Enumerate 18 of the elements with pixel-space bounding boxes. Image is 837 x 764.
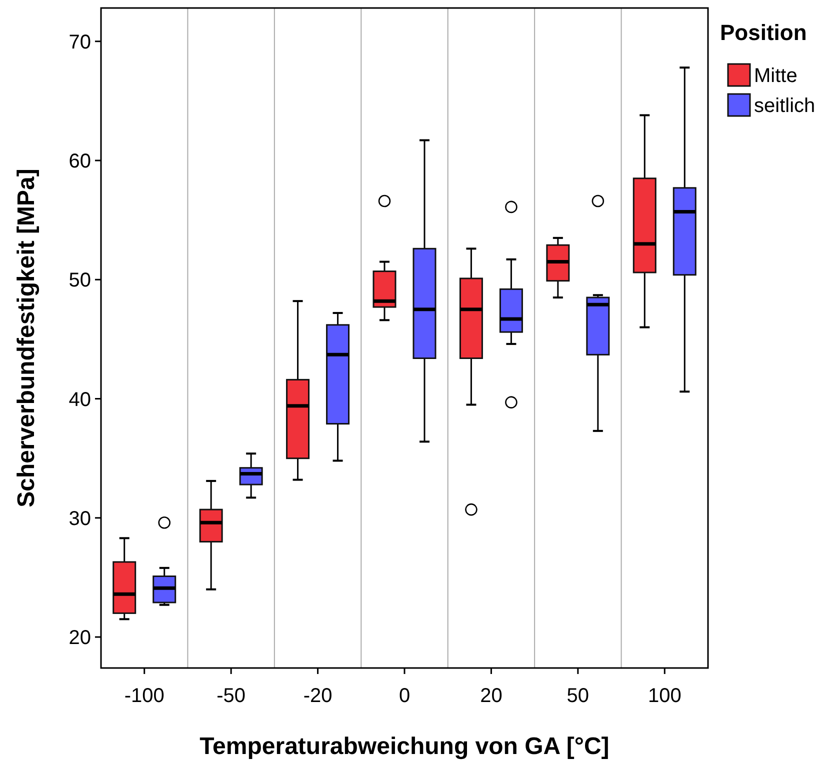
y-tick-label: 60 bbox=[68, 150, 91, 172]
x-axis-title: Temperaturabweichung von GA [°C] bbox=[200, 733, 610, 760]
legend-title: Position bbox=[720, 20, 807, 45]
y-tick-label: 70 bbox=[68, 31, 91, 54]
x-tick-label: -50 bbox=[216, 685, 246, 707]
x-tick-label: -20 bbox=[303, 685, 332, 707]
x-tick-label: 100 bbox=[648, 685, 682, 707]
y-tick-label: 50 bbox=[68, 270, 91, 292]
legend-label: Mitte bbox=[754, 65, 798, 87]
y-axis-title: Scherverbundfestigkeit [MPa] bbox=[13, 168, 40, 508]
legend-label: seitlich bbox=[754, 95, 816, 117]
y-tick-label: 30 bbox=[68, 508, 91, 530]
x-tick-label: 0 bbox=[398, 685, 410, 707]
y-tick-label: 20 bbox=[68, 627, 91, 650]
x-tick-label: -100 bbox=[124, 685, 164, 707]
y-tick-label: 40 bbox=[68, 388, 91, 411]
x-tick-label: 20 bbox=[480, 685, 502, 707]
x-tick-label: 50 bbox=[566, 685, 590, 707]
